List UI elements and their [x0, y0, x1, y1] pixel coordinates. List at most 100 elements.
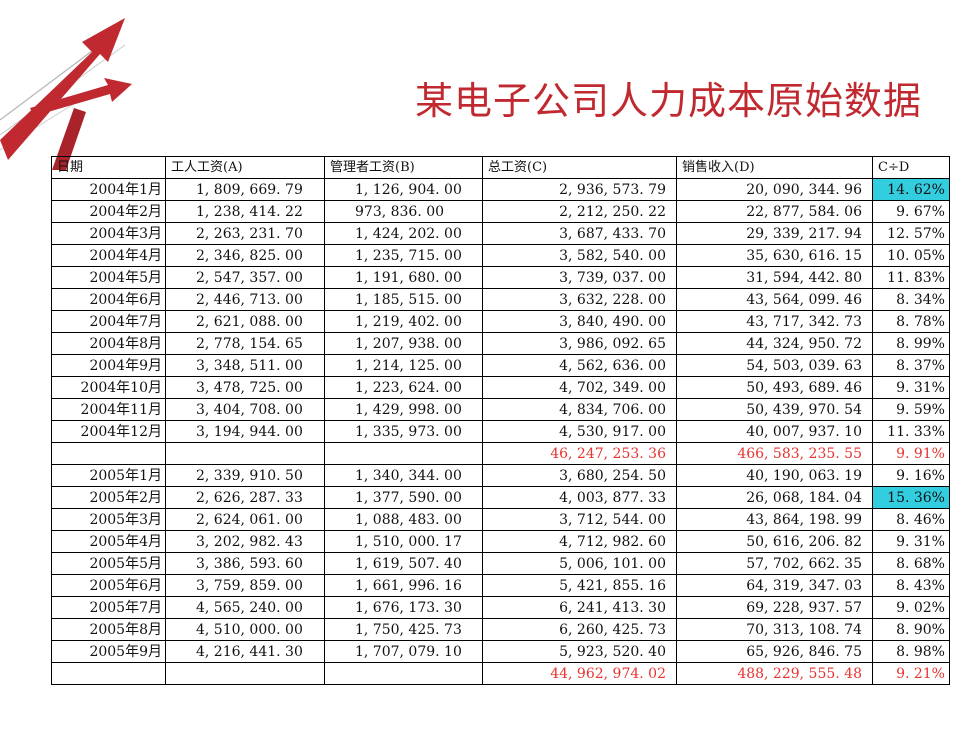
table-row: 2004年11月 3, 404, 708. 00 1, 429, 998. 00 4,… [51, 398, 950, 421]
cell-worker-wage: 2, 339, 910. 50 [165, 464, 325, 487]
cell-sales-revenue: 466, 583, 235. 55 [676, 442, 873, 465]
table-row: 2005年2月 2, 626, 287. 33 1, 377, 590. 00 4, … [51, 486, 950, 509]
table-row: 2005年4月 3, 202, 982. 43 1, 510, 000. 17 4, … [51, 530, 950, 553]
cell-sales-revenue: 70, 313, 108. 74 [676, 618, 873, 641]
cell-ratio: 15. 36% [872, 486, 950, 509]
cell-total-wage: 4, 562, 636. 00 [482, 354, 677, 377]
cell-manager-wage: 1, 429, 998. 00 [324, 398, 483, 421]
cell-date: 2004年8月 [51, 332, 166, 355]
table-row: 2004年12月 3, 194, 944. 00 1, 335, 973. 00 4,… [51, 420, 950, 443]
table-row: 2005年6月 3, 759, 859. 00 1, 661, 996. 16 5, … [51, 574, 950, 597]
cell-total-wage: 3, 712, 544. 00 [482, 508, 677, 531]
header-sales-revenue: 销售收入(D) [676, 156, 873, 179]
cell-worker-wage: 3, 386, 593. 60 [165, 552, 325, 575]
cell-worker-wage: 3, 478, 725. 00 [165, 376, 325, 399]
cell-ratio: 9. 91% [872, 442, 950, 465]
cell-sales-revenue: 50, 616, 206. 82 [676, 530, 873, 553]
cell-total-wage: 5, 923, 520. 40 [482, 640, 677, 663]
cell-manager-wage: 1, 223, 624. 00 [324, 376, 483, 399]
table-row: 2004年5月 2, 547, 357. 00 1, 191, 680. 00 3, … [51, 266, 950, 289]
header-worker-wage: 工人工资(A) [165, 156, 325, 179]
cell-manager-wage: 1, 661, 996. 16 [324, 574, 483, 597]
cell-sales-revenue: 64, 319, 347. 03 [676, 574, 873, 597]
cell-sales-revenue: 26, 068, 184. 04 [676, 486, 873, 509]
cell-worker-wage [165, 662, 325, 685]
cell-date: 2004年5月 [51, 266, 166, 289]
cell-ratio: 8. 99% [872, 332, 950, 355]
cell-ratio: 10. 05% [872, 244, 950, 267]
cell-sales-revenue: 57, 702, 662. 35 [676, 552, 873, 575]
cell-manager-wage [324, 662, 483, 685]
cell-sales-revenue: 69, 228, 937. 57 [676, 596, 873, 619]
cell-date: 2004年1月 [51, 178, 166, 201]
cell-total-wage: 5, 006, 101. 00 [482, 552, 677, 575]
table-row: 2005年8月 4, 510, 000. 00 1, 750, 425. 73 6, … [51, 618, 950, 641]
cell-manager-wage [324, 442, 483, 465]
cell-sales-revenue: 43, 717, 342. 73 [676, 310, 873, 333]
cell-ratio: 8. 43% [872, 574, 950, 597]
cell-worker-wage: 2, 446, 713. 00 [165, 288, 325, 311]
cell-ratio: 8. 68% [872, 552, 950, 575]
cell-manager-wage: 1, 207, 938. 00 [324, 332, 483, 355]
cell-worker-wage: 2, 621, 088. 00 [165, 310, 325, 333]
cell-sales-revenue: 40, 007, 937. 10 [676, 420, 873, 443]
cell-ratio: 11. 83% [872, 266, 950, 289]
cell-ratio: 14. 62% [872, 178, 950, 201]
cell-date: 2005年9月 [51, 640, 166, 663]
cell-worker-wage: 1, 238, 414. 22 [165, 200, 325, 223]
cell-ratio: 8. 34% [872, 288, 950, 311]
cell-manager-wage: 1, 191, 680. 00 [324, 266, 483, 289]
cell-sales-revenue: 65, 926, 846. 75 [676, 640, 873, 663]
cell-worker-wage: 3, 202, 982. 43 [165, 530, 325, 553]
cell-ratio: 8. 46% [872, 508, 950, 531]
hr-cost-table: 日期 工人工资(A) 管理者工资(B) 总工资(C) 销售收入(D) C÷D 2… [51, 156, 950, 685]
cell-manager-wage: 1, 340, 344. 00 [324, 464, 483, 487]
cell-total-wage: 5, 421, 855. 16 [482, 574, 677, 597]
table-row: 2004年6月 2, 446, 713. 00 1, 185, 515. 00 3, … [51, 288, 950, 311]
cell-manager-wage: 1, 185, 515. 00 [324, 288, 483, 311]
cell-manager-wage: 1, 707, 079. 10 [324, 640, 483, 663]
cell-ratio: 8. 98% [872, 640, 950, 663]
cell-sales-revenue: 50, 439, 970. 54 [676, 398, 873, 421]
table-header-row: 日期 工人工资(A) 管理者工资(B) 总工资(C) 销售收入(D) C÷D [51, 156, 950, 179]
table-row: 2005年3月 2, 624, 061. 00 1, 088, 483. 00 3, … [51, 508, 950, 531]
cell-date: 2004年7月 [51, 310, 166, 333]
cell-manager-wage: 973, 836. 00 [324, 200, 483, 223]
cell-ratio: 8. 78% [872, 310, 950, 333]
cell-total-wage: 2, 212, 250. 22 [482, 200, 677, 223]
cell-worker-wage: 3, 404, 708. 00 [165, 398, 325, 421]
cell-ratio: 12. 57% [872, 222, 950, 245]
table-row: 2004年8月 2, 778, 154. 65 1, 207, 938. 00 3, … [51, 332, 950, 355]
cell-sales-revenue: 43, 564, 099. 46 [676, 288, 873, 311]
header-manager-wage: 管理者工资(B) [324, 156, 483, 179]
table-row: 2004年1月 1, 809, 669. 79 1, 126, 904. 00 2, … [51, 178, 950, 201]
header-total-wage: 总工资(C) [482, 156, 677, 179]
cell-date: 2005年8月 [51, 618, 166, 641]
cell-worker-wage: 3, 759, 859. 00 [165, 574, 325, 597]
cell-worker-wage: 2, 624, 061. 00 [165, 508, 325, 531]
cell-ratio: 9. 31% [872, 530, 950, 553]
cell-ratio: 9. 67% [872, 200, 950, 223]
cell-date: 2005年4月 [51, 530, 166, 553]
cell-ratio: 9. 02% [872, 596, 950, 619]
cell-date [51, 662, 166, 685]
page-title: 某电子公司人力成本原始数据 [414, 79, 922, 123]
table-row: 2005年9月 4, 216, 441. 30 1, 707, 079. 10 5, … [51, 640, 950, 663]
cell-ratio: 8. 90% [872, 618, 950, 641]
cell-worker-wage: 4, 216, 441. 30 [165, 640, 325, 663]
cell-manager-wage: 1, 676, 173. 30 [324, 596, 483, 619]
cell-worker-wage: 2, 778, 154. 65 [165, 332, 325, 355]
table-row: 2004年9月 3, 348, 511. 00 1, 214, 125. 00 4, … [51, 354, 950, 377]
cell-total-wage: 6, 260, 425. 73 [482, 618, 677, 641]
cell-manager-wage: 1, 126, 904. 00 [324, 178, 483, 201]
cell-total-wage: 3, 632, 228. 00 [482, 288, 677, 311]
cell-total-wage: 3, 739, 037. 00 [482, 266, 677, 289]
cell-sales-revenue: 54, 503, 039. 63 [676, 354, 873, 377]
cell-ratio: 11. 33% [872, 420, 950, 443]
subtotal-row: 46, 247, 253. 36 466, 583, 235. 55 9. 91% [51, 442, 950, 465]
cell-worker-wage: 4, 565, 240. 00 [165, 596, 325, 619]
cell-manager-wage: 1, 619, 507. 40 [324, 552, 483, 575]
table-row: 2004年4月 2, 346, 825. 00 1, 235, 715. 00 3, … [51, 244, 950, 267]
table-row: 2004年2月 1, 238, 414. 22 973, 836. 00 2, 212… [51, 200, 950, 223]
cell-total-wage: 4, 530, 917. 00 [482, 420, 677, 443]
